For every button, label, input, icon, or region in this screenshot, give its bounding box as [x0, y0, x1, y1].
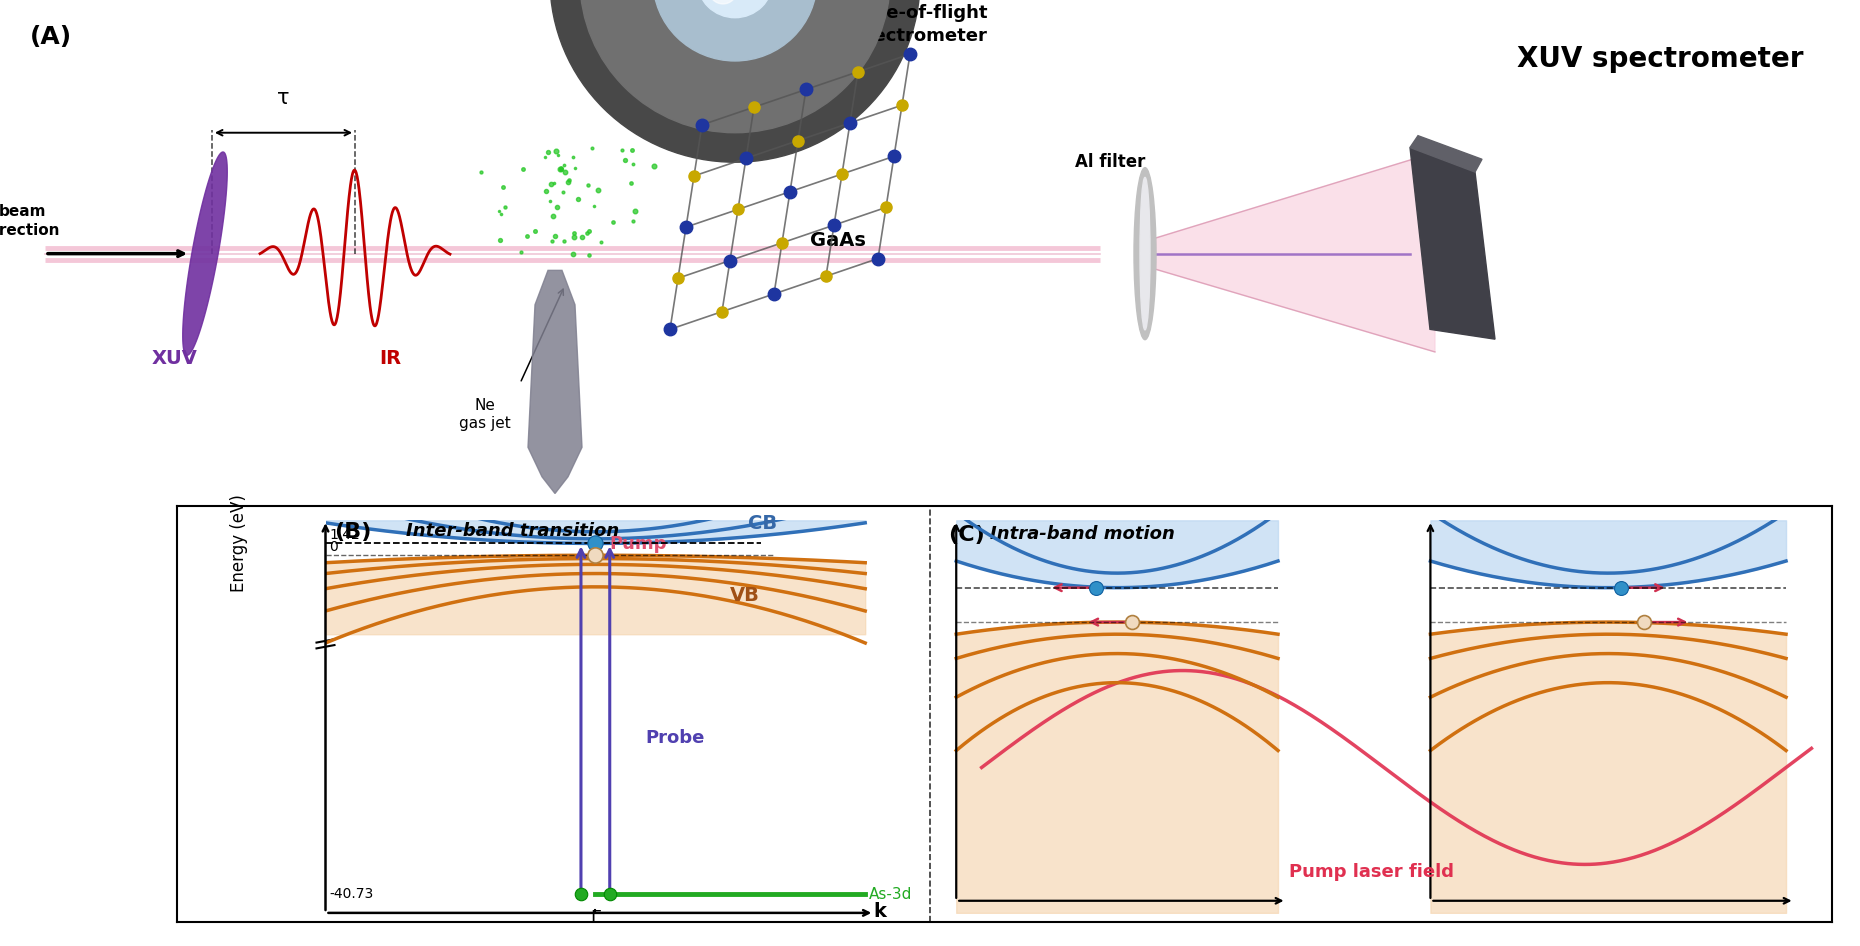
Text: k: k	[872, 902, 885, 921]
Text: Time-of-flight
spectrometer: Time-of-flight spectrometer	[850, 5, 988, 44]
Polygon shape	[1157, 152, 1436, 352]
Text: Energy (eV): Energy (eV)	[231, 494, 247, 591]
Text: Intra-band motion: Intra-band motion	[990, 525, 1176, 543]
Text: Probe: Probe	[645, 729, 705, 747]
Polygon shape	[528, 271, 582, 494]
Text: Γ: Γ	[590, 909, 601, 927]
Text: beam
direction: beam direction	[0, 204, 60, 238]
Text: (C): (C)	[949, 525, 984, 545]
Polygon shape	[182, 152, 227, 356]
Text: (B): (B)	[335, 522, 372, 542]
Text: Pump laser field: Pump laser field	[1289, 863, 1455, 881]
Text: (A): (A)	[30, 25, 73, 48]
Circle shape	[698, 0, 774, 18]
Text: Ne
gas jet: Ne gas jet	[459, 398, 512, 430]
Text: Inter-band transition: Inter-band transition	[407, 522, 619, 540]
Text: 1.42: 1.42	[329, 529, 359, 542]
Circle shape	[580, 0, 889, 132]
Ellipse shape	[1140, 178, 1149, 330]
Text: Al filter: Al filter	[1075, 153, 1146, 171]
Text: XUV: XUV	[153, 349, 197, 368]
Text: τ: τ	[277, 88, 290, 108]
Polygon shape	[1410, 135, 1482, 172]
Text: Pump: Pump	[610, 534, 668, 552]
Text: GaAs: GaAs	[809, 232, 867, 251]
Circle shape	[551, 0, 921, 162]
Circle shape	[709, 0, 737, 4]
Text: XUV spectrometer: XUV spectrometer	[1516, 45, 1802, 73]
Text: 0: 0	[329, 540, 339, 554]
Text: -40.73: -40.73	[329, 887, 374, 901]
Text: CB: CB	[748, 514, 777, 533]
Ellipse shape	[1135, 167, 1157, 340]
Text: As-3d: As-3d	[869, 886, 911, 902]
Circle shape	[653, 0, 817, 61]
Polygon shape	[1410, 148, 1495, 340]
Text: IR: IR	[379, 349, 402, 368]
Text: VB: VB	[731, 586, 761, 605]
